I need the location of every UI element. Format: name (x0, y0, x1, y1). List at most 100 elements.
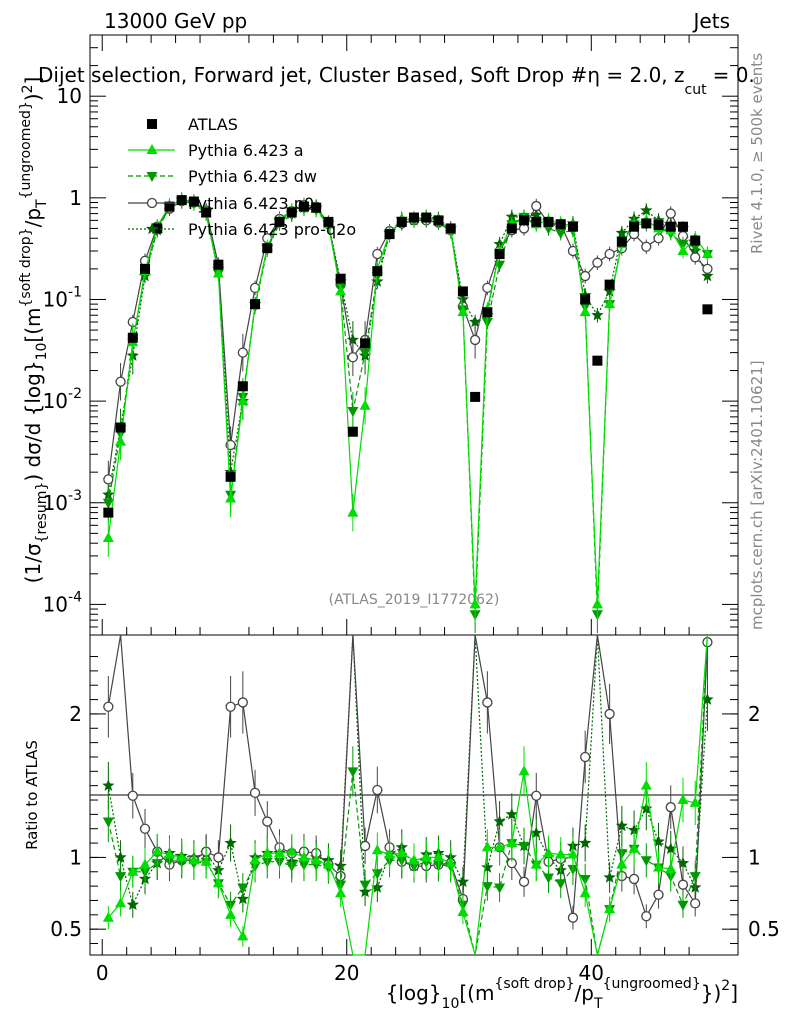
ratio-point (542, 873, 554, 884)
ratio-point (103, 701, 114, 712)
rivet-label: Rivet 4.1.0, ≥ 500k events (748, 53, 766, 254)
data-point (616, 236, 627, 247)
data-point (567, 245, 579, 257)
data-point (347, 406, 359, 417)
ratio-pythia-6-423-a (102, 634, 708, 956)
legend-entry: Pythia 6.423 a (128, 141, 304, 160)
legend-label: Pythia 6.423 p0 (188, 194, 314, 213)
ratio-point (481, 841, 493, 852)
main-y-tick-label: 10-2 (43, 386, 82, 413)
ratio-point (298, 851, 310, 862)
data-point (274, 216, 285, 227)
data-point (640, 204, 653, 216)
ratio-point (102, 911, 114, 922)
legend-label: ATLAS (188, 115, 238, 134)
ratio-point (102, 779, 115, 791)
ratio-point (286, 845, 298, 856)
data-point (372, 248, 383, 260)
ratio-point (653, 861, 665, 872)
ratio-point (567, 912, 579, 923)
ratio-y-tick-label: 0.5 (50, 917, 82, 941)
ratio-point (151, 845, 163, 856)
data-point (604, 279, 615, 290)
data-point (603, 284, 616, 297)
ratio-point (628, 842, 640, 853)
ratio-point (261, 847, 273, 858)
data-point (445, 223, 456, 234)
ratio-point (163, 848, 175, 859)
ratio-point (432, 851, 444, 862)
data-point (702, 263, 713, 275)
data-point (470, 391, 481, 402)
chart-title-end: = 0. (713, 63, 755, 87)
data-point (665, 221, 676, 232)
data-point (262, 243, 273, 254)
data-point (237, 347, 248, 358)
data-point (494, 249, 505, 260)
ratio-point (518, 876, 530, 887)
ratio-point (359, 880, 371, 891)
legend-marker (145, 222, 159, 235)
data-point (469, 334, 481, 346)
data-point (469, 598, 481, 609)
ratio-point (115, 897, 127, 908)
legend-label: Pythia 6.423 pro-q2o (188, 220, 356, 239)
ratio-point (176, 851, 188, 862)
chart-title-cut: cut (685, 82, 708, 98)
ratio-point (665, 802, 676, 813)
ratio-point (237, 930, 249, 941)
ratio-point (615, 819, 628, 832)
x-axis-label: {log}10[(m{soft drop}/pT{ungroomed}})2] (386, 976, 738, 1012)
data-point (592, 355, 603, 366)
data-point (433, 215, 444, 226)
data-point (103, 474, 114, 485)
ratio-point (555, 879, 567, 890)
data-point (396, 216, 407, 227)
ratio-point (249, 854, 261, 865)
data-point (702, 304, 713, 315)
data-point (592, 257, 603, 268)
data-point (457, 286, 468, 297)
ratio-point (213, 852, 224, 863)
legend: ATLAS Pythia 6.423 a Pythia 6.423 dw Pythia… (128, 115, 356, 239)
ratio-point (335, 887, 347, 898)
ratio-y-tick-label-right: 0.5 (748, 917, 780, 941)
ratio-line (107, 634, 708, 956)
chart-title-main: Dijet selection, Forward jet, Cluster Ba… (38, 63, 587, 87)
ratio-point (225, 701, 236, 712)
mcplots-label: mcplots.cern.ch [arXiv:2401.10621] (748, 360, 766, 630)
data-point (201, 207, 212, 218)
data-point (629, 221, 640, 232)
ratio-point (627, 823, 641, 836)
ratio-point (396, 847, 408, 858)
data-point (421, 212, 432, 223)
ratio-point (677, 900, 689, 911)
data-point (690, 252, 701, 263)
ratio-point (237, 883, 249, 894)
ratio-point (518, 765, 530, 776)
ratio-point (677, 794, 689, 805)
ratio-point (580, 751, 591, 763)
x-tick-label: 20 (334, 961, 359, 985)
data-point (580, 294, 591, 305)
data-point (225, 492, 237, 503)
legend-entry: Pythia 6.423 pro-q2o (128, 220, 356, 239)
data-point (323, 216, 334, 227)
ratio-point (481, 882, 493, 893)
x-tick-label: 40 (579, 961, 604, 985)
data-point (359, 348, 371, 359)
ratio-point (347, 767, 359, 778)
data-point (506, 223, 517, 234)
data-point (359, 399, 371, 410)
data-point (567, 221, 578, 232)
ratio-point (628, 873, 640, 885)
chart-title-beta: η = 2.0, z (587, 63, 684, 87)
data-point (102, 532, 114, 543)
data-point (347, 352, 359, 363)
ratio-point (372, 784, 383, 796)
ratio-point (126, 898, 139, 910)
data-point (372, 266, 383, 277)
series-line (107, 199, 708, 605)
legend-marker (147, 119, 157, 129)
